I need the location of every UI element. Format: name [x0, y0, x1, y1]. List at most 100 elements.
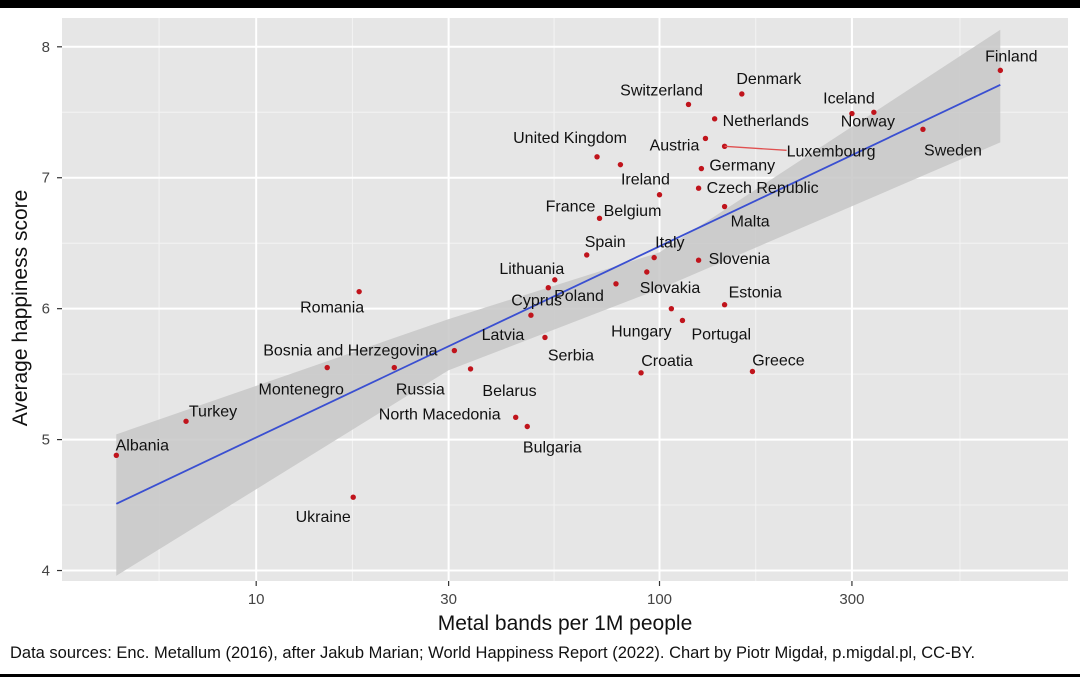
point-malta — [721, 203, 728, 210]
y-axis-title: Average happiness score — [9, 190, 32, 427]
leader-line-luxembourg — [724, 145, 787, 151]
point-ireland — [617, 161, 624, 168]
point-north-macedonia — [513, 414, 519, 421]
label-romania: Romania — [300, 300, 364, 317]
label-montenegro: Montenegro — [259, 382, 344, 399]
label-ireland: Ireland — [621, 172, 670, 189]
point-montenegro — [324, 364, 330, 371]
y-tick-label: 8 — [42, 39, 50, 56]
label-croatia: Croatia — [641, 353, 693, 370]
point-portugal — [679, 317, 686, 324]
label-latvia: Latvia — [482, 327, 525, 344]
label-bosnia-and-herzegovina: Bosnia and Herzegovina — [263, 343, 437, 360]
point-switzerland — [685, 101, 692, 108]
confidence-band — [116, 29, 1001, 576]
point-finland — [997, 67, 1004, 74]
label-bulgaria: Bulgaria — [523, 440, 582, 457]
label-finland: Finland — [985, 48, 1037, 65]
label-malta: Malta — [731, 214, 770, 231]
label-slovenia: Slovenia — [709, 251, 770, 268]
y-tick-label: 4 — [42, 563, 50, 580]
label-estonia: Estonia — [729, 285, 782, 302]
label-iceland: Iceland — [823, 91, 875, 108]
y-axis-ticks: 4 5 6 7 8 — [42, 39, 62, 580]
point-croatia — [638, 370, 644, 376]
point-belgium — [656, 192, 663, 198]
chart-frame: Finland Denmark Iceland Norway Sweden Switzer… — [0, 8, 1080, 674]
label-sweden: Sweden — [924, 142, 982, 159]
label-russia: Russia — [396, 382, 445, 399]
trend-line — [115, 83, 1001, 505]
point-sweden — [920, 126, 926, 132]
point-norway — [871, 109, 877, 115]
label-portugal: Portugal — [691, 326, 751, 343]
label-poland: Poland — [554, 288, 604, 305]
label-denmark: Denmark — [736, 71, 802, 88]
label-serbia: Serbia — [548, 347, 594, 364]
point-cyprus — [545, 285, 552, 291]
label-lithuania: Lithuania — [499, 261, 564, 278]
label-slovakia: Slovakia — [640, 280, 701, 297]
x-axis-ticks: 10 30 100 300 — [248, 581, 864, 608]
label-netherlands: Netherlands — [723, 113, 809, 130]
point-ukraine — [350, 494, 356, 500]
label-belgium: Belgium — [604, 203, 662, 220]
label-czech-republic: Czech Republic — [707, 180, 819, 197]
label-switzerland: Switzerland — [620, 82, 703, 99]
y-tick-label: 5 — [42, 432, 50, 449]
point-denmark — [739, 91, 745, 97]
point-france — [596, 215, 603, 222]
point-romania — [356, 288, 362, 295]
point-austria — [702, 135, 709, 142]
point-germany — [698, 165, 705, 172]
label-germany: Germany — [709, 158, 775, 175]
point-bulgaria — [524, 423, 530, 430]
label-france: France — [546, 198, 596, 215]
label-spain: Spain — [585, 234, 626, 251]
x-tick-label: 100 — [647, 591, 672, 608]
point-hungary — [668, 305, 675, 312]
point-netherlands — [711, 116, 718, 122]
label-norway: Norway — [841, 113, 895, 130]
label-united-kingdom: United Kingdom — [513, 130, 627, 147]
label-turkey: Turkey — [189, 403, 237, 420]
country-labels: Finland Denmark Iceland Norway Sweden Switzer… — [116, 48, 1038, 526]
point-serbia — [542, 334, 548, 341]
point-russia — [391, 364, 397, 371]
label-albania: Albania — [116, 437, 169, 454]
x-tick-label: 300 — [839, 591, 864, 608]
point-italy — [651, 254, 657, 261]
point-czech-republic — [695, 185, 702, 191]
point-lithuania — [552, 277, 558, 283]
label-belarus: Belarus — [482, 383, 536, 400]
y-tick-label: 6 — [42, 301, 50, 318]
point-belarus — [467, 366, 474, 372]
point-latvia — [528, 312, 534, 318]
label-luxembourg: Luxembourg — [787, 143, 876, 160]
source-note: Data sources: Enc. Metallum (2016), afte… — [10, 644, 976, 662]
point-iceland — [849, 110, 855, 117]
label-hungary: Hungary — [611, 324, 671, 341]
label-north-macedonia: North Macedonia — [379, 406, 501, 423]
point-poland — [613, 281, 619, 287]
scatter-chart: Finland Denmark Iceland Norway Sweden Switzer… — [9, 18, 1068, 635]
point-slovenia — [695, 257, 702, 263]
point-estonia — [721, 302, 728, 308]
x-axis-title: Metal bands per 1M people — [438, 612, 693, 635]
label-greece: Greece — [752, 353, 805, 370]
point-bosnia-and-herzegovina — [451, 347, 458, 354]
data-points — [113, 67, 1004, 500]
point-slovakia — [644, 269, 650, 275]
point-greece — [749, 368, 756, 375]
label-austria: Austria — [650, 137, 700, 154]
label-ukraine: Ukraine — [296, 509, 351, 526]
y-tick-label: 7 — [42, 170, 50, 187]
point-united-kingdom — [594, 154, 600, 160]
point-albania — [113, 452, 120, 459]
label-italy: Italy — [655, 235, 684, 252]
point-turkey — [183, 418, 189, 424]
point-spain — [584, 252, 590, 258]
label-cyprus: Cyprus — [511, 293, 562, 310]
x-tick-label: 10 — [248, 591, 265, 608]
x-tick-label: 30 — [440, 591, 457, 608]
